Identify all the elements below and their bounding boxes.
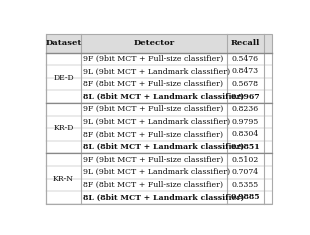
Text: 9L (9bit MCT + Landmark classifier): 9L (9bit MCT + Landmark classifier) [83,118,230,126]
Text: 0.9967: 0.9967 [230,93,260,101]
Text: 0.9795: 0.9795 [232,118,259,126]
Text: 9L (9bit MCT + Landmark classifier): 9L (9bit MCT + Landmark classifier) [83,168,230,176]
Text: DE-D: DE-D [53,74,74,82]
Bar [46,34,272,53]
Text: 8L (8bit MCT + Landmark classifier): 8L (8bit MCT + Landmark classifier) [83,193,244,201]
Text: 8F (8bit MCT + Full-size classifier): 8F (8bit MCT + Full-size classifier) [83,80,223,88]
Text: 0.9851: 0.9851 [230,143,260,151]
Bar [46,128,272,141]
Text: KR-N: KR-N [53,175,74,183]
Text: 0.7074: 0.7074 [232,168,259,176]
Text: KR-D: KR-D [53,124,74,132]
Bar [46,53,272,65]
Text: 9F (9bit MCT + Full-size classifier): 9F (9bit MCT + Full-size classifier) [83,55,223,63]
Text: 0.9885: 0.9885 [230,193,260,201]
Text: 0.8473: 0.8473 [232,67,259,75]
Text: 9F (9bit MCT + Full-size classifier): 9F (9bit MCT + Full-size classifier) [83,105,223,113]
Text: 8F (8bit MCT + Full-size classifier): 8F (8bit MCT + Full-size classifier) [83,181,223,189]
Text: 0.5102: 0.5102 [232,156,259,164]
Text: 8L (8bit MCT + Landmark classifier): 8L (8bit MCT + Landmark classifier) [83,143,244,151]
Bar [46,153,272,166]
Text: 8L (8bit MCT + Landmark classifier): 8L (8bit MCT + Landmark classifier) [83,93,244,101]
Text: 8F (8bit MCT + Full-size classifier): 8F (8bit MCT + Full-size classifier) [83,130,223,138]
Bar [46,90,272,103]
Text: 9F (9bit MCT + Full-size classifier): 9F (9bit MCT + Full-size classifier) [83,156,223,164]
Text: 0.5476: 0.5476 [232,55,259,63]
Text: 0.5355: 0.5355 [232,181,259,189]
Text: 0.8304: 0.8304 [232,130,259,138]
Bar [46,116,272,128]
Text: 0.8236: 0.8236 [232,105,259,113]
Bar [46,103,272,116]
Bar [46,141,272,153]
Bar [46,65,272,78]
Text: Detector: Detector [133,39,174,47]
Text: Recall: Recall [231,39,260,47]
Text: Dataset: Dataset [45,39,82,47]
Text: 0.5678: 0.5678 [232,80,259,88]
Bar [46,166,272,179]
Bar [46,191,272,204]
Text: 9L (9bit MCT + Landmark classifier): 9L (9bit MCT + Landmark classifier) [83,67,230,75]
Bar [46,179,272,191]
Bar [46,78,272,90]
